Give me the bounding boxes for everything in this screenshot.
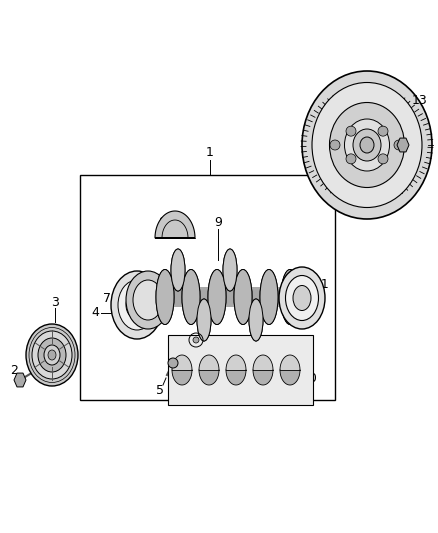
Ellipse shape [234, 270, 252, 325]
Bar [223, 287, 237, 307]
Ellipse shape [32, 331, 72, 379]
Circle shape [346, 154, 356, 164]
Text: 6: 6 [184, 342, 192, 354]
Ellipse shape [208, 270, 226, 325]
Ellipse shape [156, 270, 174, 325]
Text: 12: 12 [347, 86, 363, 100]
Polygon shape [199, 370, 219, 385]
Ellipse shape [26, 324, 78, 386]
Ellipse shape [281, 270, 299, 325]
Text: 11: 11 [314, 279, 330, 292]
Ellipse shape [293, 286, 311, 311]
Polygon shape [172, 355, 192, 370]
Ellipse shape [182, 270, 200, 325]
Text: 10: 10 [302, 372, 318, 384]
Ellipse shape [329, 102, 405, 188]
Bar [171, 287, 185, 307]
Ellipse shape [353, 129, 381, 161]
Ellipse shape [118, 280, 156, 330]
Circle shape [330, 140, 340, 150]
Ellipse shape [360, 137, 374, 153]
Text: 2: 2 [10, 364, 18, 376]
Text: 5: 5 [156, 384, 164, 397]
Ellipse shape [44, 345, 60, 365]
Bar [168, 335, 313, 405]
Ellipse shape [260, 270, 278, 325]
Ellipse shape [223, 249, 237, 291]
Ellipse shape [197, 299, 211, 341]
Bar [275, 287, 284, 307]
Ellipse shape [302, 71, 432, 219]
Polygon shape [199, 355, 219, 370]
Ellipse shape [279, 267, 325, 329]
Ellipse shape [38, 338, 66, 372]
Text: 1: 1 [206, 147, 214, 159]
Ellipse shape [182, 270, 200, 325]
Ellipse shape [208, 270, 226, 325]
Circle shape [378, 126, 388, 136]
Polygon shape [253, 370, 273, 385]
Ellipse shape [286, 276, 318, 320]
Polygon shape [155, 211, 195, 238]
Ellipse shape [111, 271, 163, 339]
Polygon shape [172, 370, 192, 385]
Ellipse shape [260, 270, 278, 325]
Text: 7: 7 [103, 292, 111, 304]
Text: 8: 8 [158, 216, 166, 230]
Ellipse shape [312, 83, 422, 207]
Ellipse shape [171, 249, 185, 291]
Ellipse shape [171, 249, 185, 291]
Bar [80, 175, 335, 400]
Polygon shape [280, 370, 300, 385]
Ellipse shape [126, 271, 170, 329]
Ellipse shape [197, 299, 211, 341]
Polygon shape [280, 355, 300, 370]
Bar [197, 287, 211, 307]
Polygon shape [253, 355, 273, 370]
Text: 9: 9 [214, 216, 222, 230]
Ellipse shape [249, 299, 263, 341]
Ellipse shape [234, 270, 252, 325]
Text: 3: 3 [51, 295, 59, 309]
Ellipse shape [345, 119, 389, 171]
Circle shape [394, 140, 404, 150]
Ellipse shape [126, 291, 148, 319]
Polygon shape [14, 373, 26, 387]
Circle shape [378, 154, 388, 164]
Polygon shape [397, 138, 409, 152]
Circle shape [168, 358, 178, 368]
Text: 4: 4 [91, 306, 99, 319]
Ellipse shape [223, 249, 237, 291]
Circle shape [346, 126, 356, 136]
Ellipse shape [133, 280, 163, 320]
Ellipse shape [48, 350, 56, 360]
Ellipse shape [281, 270, 299, 325]
Text: 13: 13 [412, 93, 428, 107]
Polygon shape [226, 355, 246, 370]
Circle shape [193, 337, 199, 343]
Polygon shape [226, 370, 246, 385]
Ellipse shape [156, 270, 174, 325]
Ellipse shape [249, 299, 263, 341]
Bar [249, 287, 263, 307]
